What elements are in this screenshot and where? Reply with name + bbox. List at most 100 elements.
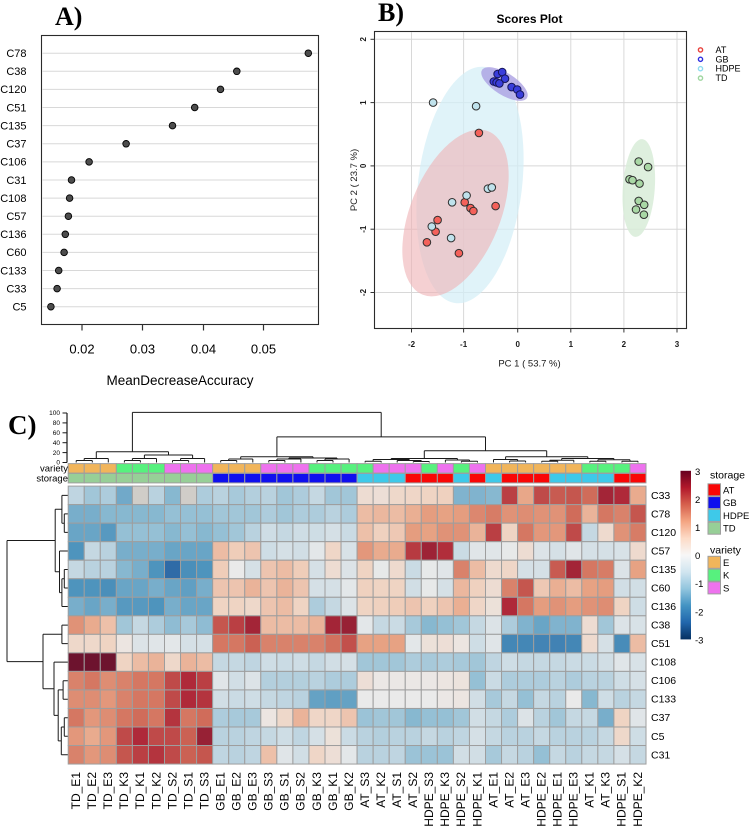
svg-text:0.04: 0.04 <box>191 342 216 357</box>
svg-text:C133: C133 <box>651 694 676 706</box>
svg-text:AT_K3: AT_K3 <box>599 772 613 808</box>
svg-text:E: E <box>723 558 729 569</box>
svg-text:TD_E3: TD_E3 <box>101 772 115 810</box>
svg-text:1: 1 <box>569 340 574 349</box>
svg-text:HDPE_K1: HDPE_K1 <box>470 772 484 827</box>
svg-text:A): A) <box>55 2 82 31</box>
svg-text:TD_K3: TD_K3 <box>117 772 131 810</box>
svg-text:2: 2 <box>359 37 368 42</box>
svg-text:0: 0 <box>515 340 520 349</box>
svg-text:C108: C108 <box>0 193 26 205</box>
svg-text:TD_K1: TD_K1 <box>133 772 147 810</box>
svg-text:1: 1 <box>359 100 368 105</box>
svg-text:HDPE_K3: HDPE_K3 <box>438 772 452 827</box>
svg-text:AT_S2: AT_S2 <box>406 772 420 808</box>
svg-text:C33: C33 <box>6 283 26 295</box>
svg-text:C5: C5 <box>651 731 665 743</box>
svg-text:AT: AT <box>723 485 735 496</box>
svg-text:C120: C120 <box>651 527 676 539</box>
svg-text:GB_E1: GB_E1 <box>214 772 228 811</box>
svg-text:1: 1 <box>695 523 700 534</box>
svg-text:C51: C51 <box>651 638 670 650</box>
svg-text:AT_E1: AT_E1 <box>486 772 500 808</box>
svg-text:TD_S2: TD_S2 <box>165 772 179 810</box>
svg-text:variety: variety <box>710 545 742 557</box>
svg-text:K: K <box>723 571 730 582</box>
svg-text:-1: -1 <box>460 340 468 349</box>
svg-text:C78: C78 <box>651 508 670 520</box>
svg-text:-2: -2 <box>408 340 416 349</box>
svg-text:C60: C60 <box>6 247 26 259</box>
svg-text:20: 20 <box>53 450 61 457</box>
svg-text:HDPE: HDPE <box>723 511 749 522</box>
svg-text:0: 0 <box>695 551 700 562</box>
svg-text:C5: C5 <box>12 302 26 314</box>
svg-text:PC 2 ( 23.7 %): PC 2 ( 23.7 %) <box>349 149 360 211</box>
svg-text:40: 40 <box>53 440 61 447</box>
svg-text:GB_K1: GB_K1 <box>326 772 340 811</box>
svg-text:C33: C33 <box>651 490 670 502</box>
svg-text:GB_S1: GB_S1 <box>278 772 292 811</box>
svg-text:GB_E2: GB_E2 <box>230 772 244 811</box>
svg-text:TD: TD <box>716 73 728 83</box>
svg-text:-2: -2 <box>695 607 703 618</box>
svg-text:0.05: 0.05 <box>251 342 276 357</box>
svg-text:HDPE: HDPE <box>716 64 741 74</box>
svg-text:C133: C133 <box>0 265 26 277</box>
svg-text:HDPE_K2: HDPE_K2 <box>631 772 645 827</box>
svg-text:HDPE_E2: HDPE_E2 <box>535 772 549 827</box>
svg-text:AT_K1: AT_K1 <box>583 772 597 808</box>
svg-text:-1: -1 <box>359 225 368 233</box>
svg-text:0.03: 0.03 <box>130 342 155 357</box>
svg-text:C120: C120 <box>0 84 26 96</box>
svg-text:-3: -3 <box>695 635 703 646</box>
svg-text:3: 3 <box>675 340 680 349</box>
svg-text:0: 0 <box>56 460 60 467</box>
svg-text:TD_S3: TD_S3 <box>197 772 211 810</box>
svg-text:GB: GB <box>723 498 737 509</box>
svg-text:AT_E3: AT_E3 <box>518 772 532 808</box>
svg-text:-1: -1 <box>695 579 703 590</box>
svg-text:C31: C31 <box>651 749 670 761</box>
svg-text:HDPE_E1: HDPE_E1 <box>551 772 565 827</box>
svg-text:C136: C136 <box>651 601 676 613</box>
svg-text:TD_E2: TD_E2 <box>85 772 99 810</box>
svg-text:AT: AT <box>716 45 727 55</box>
svg-text:HDPE_E3: HDPE_E3 <box>567 772 581 827</box>
svg-text:AT_S3: AT_S3 <box>358 772 372 808</box>
svg-text:S: S <box>723 583 729 594</box>
svg-text:AT_S1: AT_S1 <box>390 772 404 808</box>
svg-text:GB_K3: GB_K3 <box>310 772 324 811</box>
svg-text:GB: GB <box>716 54 729 64</box>
svg-text:3: 3 <box>695 467 700 478</box>
svg-text:C38: C38 <box>6 66 26 78</box>
svg-text:-2: -2 <box>359 288 368 296</box>
svg-text:TD_E1: TD_E1 <box>69 772 83 810</box>
svg-text:C57: C57 <box>6 211 26 223</box>
svg-text:GB_S3: GB_S3 <box>262 772 276 811</box>
svg-text:TD: TD <box>723 524 736 535</box>
svg-text:C78: C78 <box>6 48 26 60</box>
svg-text:C37: C37 <box>6 139 26 151</box>
svg-text:C135: C135 <box>0 120 26 132</box>
svg-text:C51: C51 <box>6 102 26 114</box>
svg-text:AT_E2: AT_E2 <box>502 772 516 808</box>
svg-text:C57: C57 <box>651 546 670 558</box>
svg-text:PC 1 ( 53.7 %): PC 1 ( 53.7 %) <box>498 359 560 370</box>
svg-text:80: 80 <box>53 420 61 427</box>
svg-text:TD_S1: TD_S1 <box>181 772 195 810</box>
svg-text:storage: storage <box>710 470 745 482</box>
svg-text:AT_K2: AT_K2 <box>374 772 388 808</box>
svg-text:storage: storage <box>36 473 68 484</box>
svg-text:C37: C37 <box>651 712 670 724</box>
svg-text:0.02: 0.02 <box>69 342 94 357</box>
svg-text:B): B) <box>378 0 404 27</box>
svg-text:C106: C106 <box>651 675 676 687</box>
svg-text:60: 60 <box>53 430 61 437</box>
svg-text:C31: C31 <box>6 175 26 187</box>
svg-text:MeanDecreaseAccuracy: MeanDecreaseAccuracy <box>106 373 253 388</box>
svg-text:HDPE_S3: HDPE_S3 <box>422 772 436 827</box>
svg-text:2: 2 <box>695 495 700 506</box>
svg-text:GB_S2: GB_S2 <box>294 772 308 811</box>
svg-text:HDPE_S1: HDPE_S1 <box>615 772 629 827</box>
